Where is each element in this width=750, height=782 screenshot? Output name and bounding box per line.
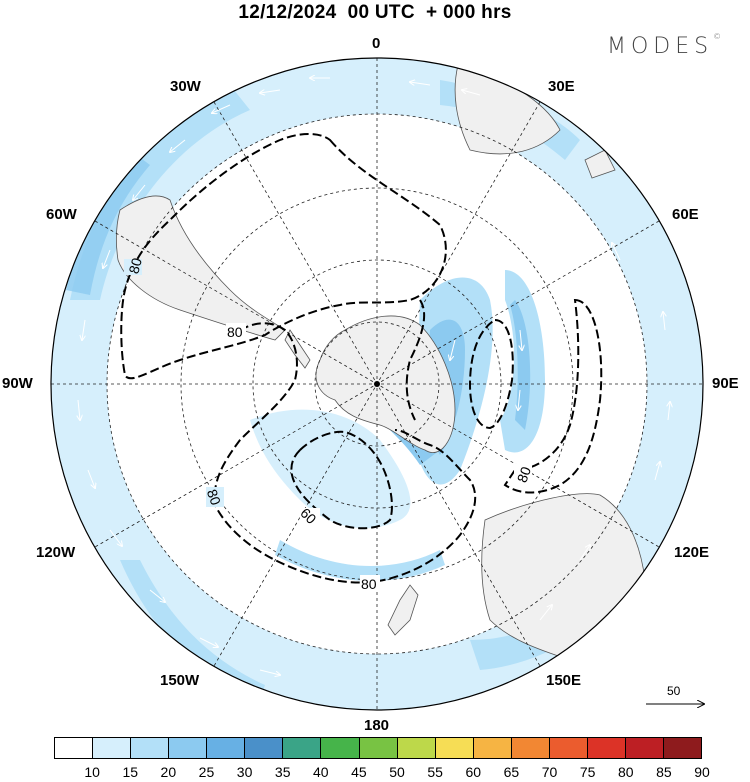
colorbar-cell (131, 738, 170, 758)
contour-label-southwest: 80 (204, 487, 224, 507)
lon-label-120e: 120E (674, 544, 710, 561)
colorbar-tick-label: 25 (198, 764, 215, 780)
colorbar-tick-label: 10 (84, 764, 100, 780)
lon-label-0: 0 (372, 35, 381, 52)
lon-label-60e: 60E (672, 206, 699, 223)
colorbar-tick-label: 55 (427, 764, 443, 780)
contour-label-bottom: 80 (361, 576, 377, 592)
geopotential-contours (120, 133, 603, 584)
reference-vector-label: 50 (667, 684, 681, 698)
lon-label-30e: 30E (548, 78, 575, 95)
colorbar-tick-label: 85 (656, 764, 672, 780)
colorbar-tick-label: 35 (274, 764, 291, 780)
lon-label-180: 180 (364, 717, 390, 734)
pole-marker (374, 381, 380, 387)
lon-label-90w: 90W (2, 375, 33, 392)
colorbar-cell (511, 738, 550, 758)
colorbar-cell (397, 738, 436, 758)
colorbar-cell (55, 738, 94, 758)
antarctica (315, 315, 456, 453)
colorbar-tick-label: 30 (236, 764, 253, 780)
colorbar-cell (549, 738, 588, 758)
colorbar-cell (321, 738, 360, 758)
africa (454, 64, 561, 155)
modes-logo: MODES© (607, 32, 722, 59)
lon-label-90e: 90E (712, 375, 739, 392)
colorbar-tick-label: 70 (541, 764, 558, 780)
lon-label-60w: 60W (46, 206, 77, 223)
colorbar-cell (245, 738, 284, 758)
lon-label-150e: 150E (546, 672, 582, 689)
colorbar-cell (435, 738, 474, 758)
wind-vectors (78, 78, 670, 675)
colorbar (54, 737, 702, 759)
colorbar-tick-label: 75 (579, 764, 596, 780)
colorbar-cell (664, 738, 702, 758)
madagascar (584, 149, 616, 179)
colorbar-tick-label: 20 (160, 764, 177, 780)
new-zealand (387, 584, 419, 636)
colorbar-cell (283, 738, 322, 758)
lon-label-150w: 150W (160, 672, 200, 689)
colorbar-cell (359, 738, 398, 758)
colorbar-tick-label: 50 (389, 764, 405, 780)
colorbar-cell (587, 738, 626, 758)
colorbar-cell (473, 738, 512, 758)
contour-label-east: 80 (514, 464, 534, 484)
colorbar-tick-label: 65 (503, 764, 520, 780)
colorbar-cell (169, 738, 208, 758)
colorbar-cell (207, 738, 246, 758)
colorbar-tick-label: 45 (351, 764, 367, 780)
contour-label-west: 80 (125, 256, 145, 275)
contour-label-inner: 80 (227, 324, 243, 340)
lon-label-30w: 30W (170, 78, 201, 95)
colorbar-tick-label: 90 (694, 764, 710, 780)
colorbar-tick-label: 60 (465, 764, 482, 780)
lon-label-120w: 120W (36, 544, 76, 561)
colorbar-cell (93, 738, 132, 758)
map-title: 12/12/2024 00 UTC + 000 hrs (238, 2, 512, 23)
colorbar-tick-label: 15 (122, 764, 139, 780)
colorbar-tick-label: 40 (313, 764, 329, 780)
colorbar-cell (625, 738, 664, 758)
colorbar-tick-label: 80 (617, 764, 634, 780)
map-boundary (50, 57, 704, 711)
